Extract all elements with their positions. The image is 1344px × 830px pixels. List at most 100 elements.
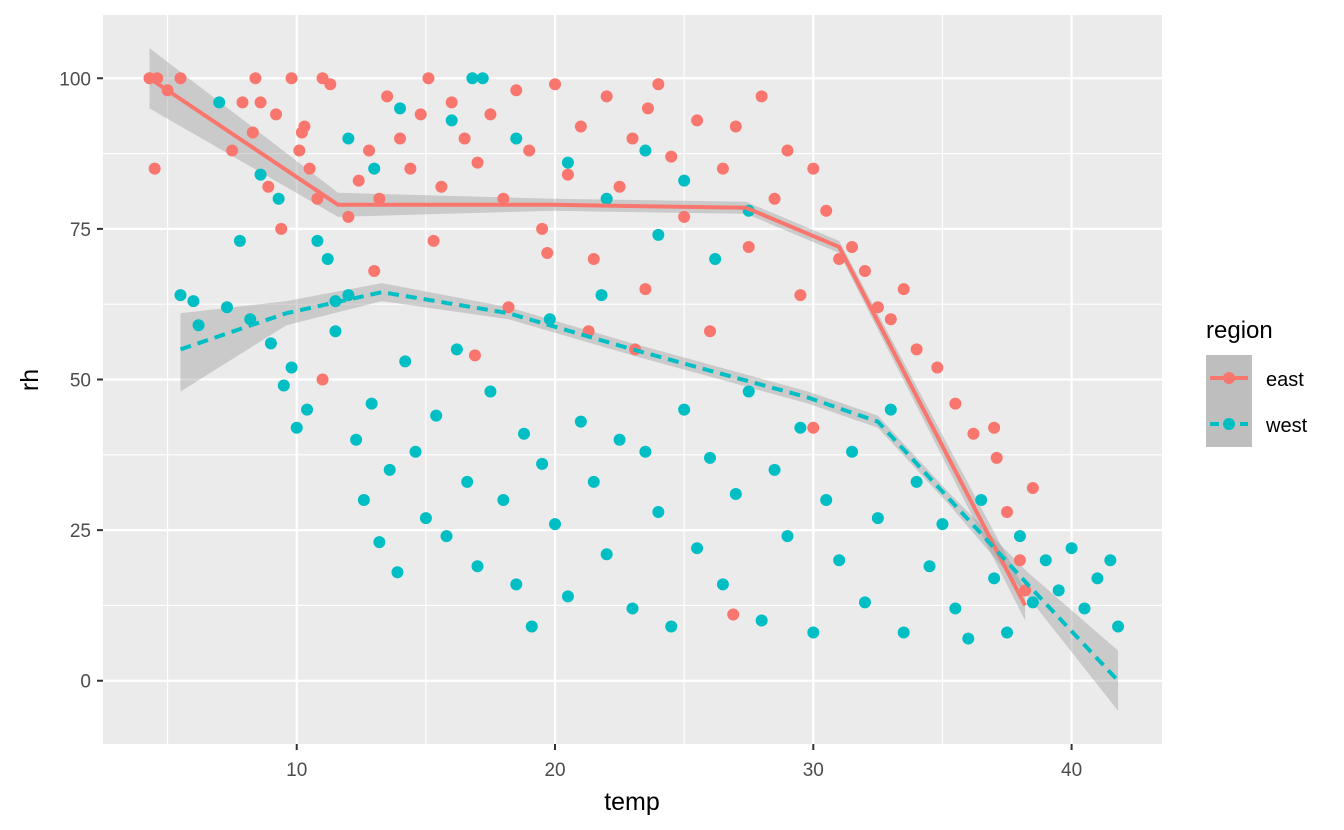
- point-west: [277, 379, 290, 392]
- x-axis-title: temp: [604, 788, 660, 816]
- point-west: [1052, 584, 1065, 597]
- point-east: [246, 126, 259, 139]
- point-east: [422, 72, 435, 85]
- point-west: [445, 114, 458, 127]
- y-tick-label: 50: [70, 371, 91, 392]
- point-east: [691, 114, 704, 127]
- point-west: [220, 301, 233, 314]
- point-west: [652, 228, 665, 241]
- point-west: [936, 518, 949, 531]
- confidence-ribbons: [149, 48, 1119, 711]
- trend-line-east: [148, 76, 1027, 607]
- point-east: [471, 156, 484, 169]
- point-west: [988, 572, 1001, 585]
- point-west: [691, 542, 704, 555]
- point-east: [352, 174, 365, 187]
- legend-label-east: east: [1266, 369, 1304, 391]
- point-west: [678, 403, 691, 416]
- point-east: [342, 210, 355, 223]
- point-east: [626, 132, 639, 145]
- point-east: [148, 162, 161, 175]
- point-west: [244, 313, 257, 326]
- point-west: [949, 602, 962, 615]
- legend-point-east: [1223, 372, 1235, 384]
- point-west: [897, 626, 910, 639]
- point-west: [357, 493, 370, 506]
- point-east: [254, 96, 267, 109]
- point-east: [949, 397, 962, 410]
- point-west: [742, 385, 755, 398]
- point-east: [600, 90, 613, 103]
- point-east: [781, 144, 794, 157]
- point-east: [549, 78, 562, 91]
- point-west: [626, 602, 639, 615]
- legend: region east west: [1206, 317, 1308, 447]
- point-west: [755, 614, 768, 627]
- point-west: [846, 445, 859, 458]
- point-west: [807, 626, 820, 639]
- point-east: [990, 451, 1003, 464]
- point-west: [450, 343, 463, 356]
- point-east: [236, 96, 249, 109]
- point-east: [561, 168, 574, 181]
- point-west: [1013, 530, 1026, 543]
- point-east: [275, 222, 288, 235]
- point-west: [329, 325, 342, 338]
- point-east: [445, 96, 458, 109]
- point-east: [613, 180, 626, 193]
- y-tick-label: 0: [80, 672, 91, 693]
- point-east: [311, 192, 324, 205]
- point-west: [510, 578, 523, 591]
- point-east: [931, 361, 944, 374]
- point-west: [476, 72, 489, 85]
- point-west: [383, 463, 396, 476]
- x-tick-label: 30: [803, 760, 824, 781]
- point-east: [574, 120, 587, 133]
- point-west: [525, 620, 538, 633]
- point-east: [884, 313, 897, 326]
- point-east: [703, 325, 716, 338]
- point-west: [975, 493, 988, 506]
- point-west: [1112, 620, 1125, 633]
- point-east: [665, 150, 678, 163]
- point-east: [846, 240, 859, 253]
- point-east: [820, 204, 833, 217]
- point-east: [807, 162, 820, 175]
- point-east: [404, 162, 417, 175]
- point-west: [342, 132, 355, 145]
- point-east: [484, 108, 497, 121]
- point-east: [716, 162, 729, 175]
- point-east: [639, 283, 652, 296]
- point-east: [729, 120, 742, 133]
- point-west: [678, 174, 691, 187]
- point-east: [587, 253, 600, 266]
- point-west: [342, 289, 355, 302]
- point-west: [962, 632, 975, 645]
- trend-lines: [148, 76, 1120, 683]
- point-east: [641, 102, 654, 115]
- y-axis-ticks: 0 25 50 75 100: [59, 69, 103, 693]
- point-west: [652, 506, 665, 519]
- point-east: [871, 301, 884, 314]
- point-east: [768, 192, 781, 205]
- point-west: [665, 620, 678, 633]
- point-east: [1026, 481, 1039, 494]
- x-tick-label: 40: [1061, 760, 1082, 781]
- point-west: [595, 289, 608, 302]
- point-east: [897, 283, 910, 296]
- point-west: [794, 421, 807, 434]
- point-east: [1013, 554, 1026, 567]
- point-west: [574, 415, 587, 428]
- point-east: [394, 132, 407, 145]
- point-west: [1091, 572, 1104, 585]
- point-east: [988, 421, 1001, 434]
- point-east: [458, 132, 471, 145]
- point-west: [709, 253, 722, 266]
- point-west: [716, 578, 729, 591]
- point-east: [468, 349, 481, 362]
- point-east: [807, 421, 820, 434]
- point-west: [391, 566, 404, 579]
- point-west: [461, 475, 474, 488]
- point-east: [414, 108, 427, 121]
